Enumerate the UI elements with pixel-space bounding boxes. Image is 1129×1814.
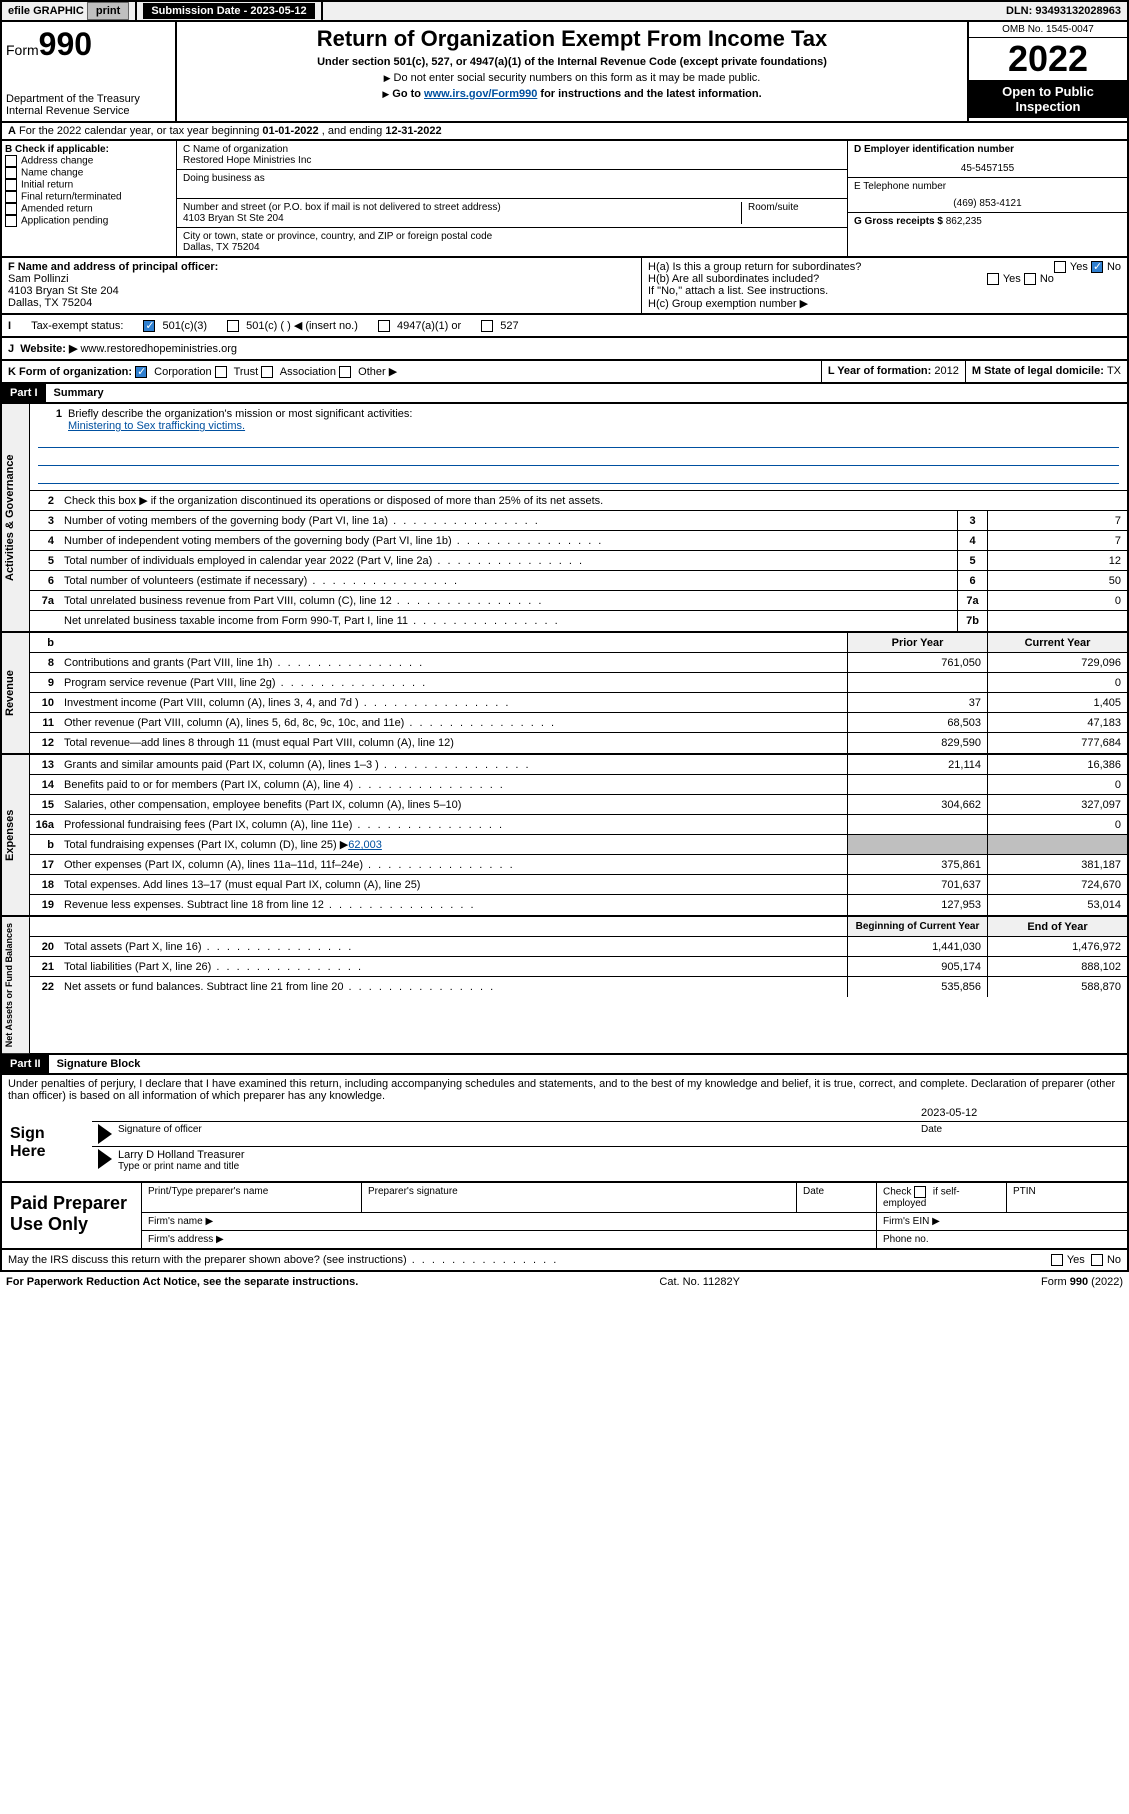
arrow-icon	[98, 1149, 112, 1169]
row-fgh: F Name and address of principal officer:…	[0, 258, 1129, 315]
efile-label: efile GRAPHIC print	[2, 2, 137, 20]
hb-note: If "No," attach a list. See instructions…	[648, 285, 1121, 297]
chk-pending[interactable]	[5, 215, 17, 227]
expenses-section: Expenses 13Grants and similar amounts pa…	[0, 755, 1129, 917]
declaration: Under penalties of perjury, I declare th…	[2, 1075, 1127, 1105]
activities-section: Activities & Governance 1Briefly describ…	[0, 404, 1129, 633]
revenue-section: Revenue bPrior YearCurrent Year 8Contrib…	[0, 633, 1129, 755]
tab-expenses: Expenses	[2, 755, 30, 915]
chk-amended[interactable]	[5, 203, 17, 215]
phone-cell: E Telephone number(469) 853-4121	[848, 178, 1127, 213]
subtitle-1: Under section 501(c), 527, or 4947(a)(1)…	[187, 56, 957, 68]
chk-501c[interactable]	[227, 320, 239, 332]
chk-527[interactable]	[481, 320, 493, 332]
signature-block: Under penalties of perjury, I declare th…	[0, 1075, 1129, 1183]
part2-header: Part IISignature Block	[0, 1055, 1129, 1075]
tab-netassets: Net Assets or Fund Balances	[2, 917, 30, 1053]
subtitle-3: Go to www.irs.gov/Form990 for instructio…	[187, 88, 957, 100]
chk-initial[interactable]	[5, 179, 17, 191]
mission-text: Ministering to Sex trafficking victims.	[68, 420, 1119, 432]
footer: For Paperwork Reduction Act Notice, see …	[0, 1272, 1129, 1292]
sig-name-line: Larry D Holland TreasurerType or print n…	[92, 1147, 1127, 1174]
may-discuss: May the IRS discuss this return with the…	[0, 1250, 1129, 1272]
inspection-badge: Open to Public Inspection	[969, 80, 1127, 118]
chk-trust[interactable]	[215, 366, 227, 378]
row-i: I Tax-exempt status: 501(c)(3) 501(c) ( …	[0, 315, 1129, 338]
tab-revenue: Revenue	[2, 633, 30, 753]
print-button[interactable]: print	[87, 2, 129, 20]
col-b: B Check if applicable: Address change Na…	[2, 141, 177, 256]
city-cell: City or town, state or province, country…	[177, 228, 847, 256]
form-number: Form990	[6, 26, 171, 63]
sig-date-line: 2023-05-12	[92, 1105, 1127, 1122]
section-bcde: B Check if applicable: Address change Na…	[0, 141, 1129, 258]
row-a: A For the 2022 calendar year, or tax yea…	[0, 123, 1129, 141]
hb-row: H(b) Are all subordinates included? Yes …	[648, 273, 1121, 285]
row-klm: K Form of organization: Corporation Trus…	[0, 361, 1129, 384]
hb-yes[interactable]	[987, 273, 999, 285]
sig-officer-line: Signature of officerDate	[92, 1122, 1127, 1147]
hb-no[interactable]	[1024, 273, 1036, 285]
top-bar: efile GRAPHIC print Submission Date - 20…	[0, 0, 1129, 22]
gross-cell: G Gross receipts $ 862,235	[848, 213, 1127, 230]
irs-label: Internal Revenue Service	[6, 105, 171, 117]
paid-preparer: Paid Preparer Use Only Print/Type prepar…	[0, 1183, 1129, 1250]
sign-here-label: Sign Here	[2, 1105, 92, 1181]
omb-number: OMB No. 1545-0047	[969, 22, 1127, 38]
netassets-section: Net Assets or Fund Balances Beginning of…	[0, 917, 1129, 1055]
row-j: J Website: ▶ www.restoredhopeministries.…	[0, 338, 1129, 361]
dln-cell: DLN: 93493132028963	[1000, 2, 1127, 20]
dba-cell: Doing business as	[177, 170, 847, 199]
submission-cell: Submission Date - 2023-05-12	[137, 2, 322, 20]
hc-row: H(c) Group exemption number ▶	[648, 297, 1121, 310]
chk-name[interactable]	[5, 167, 17, 179]
part1-header: Part ISummary	[0, 384, 1129, 404]
irs-link[interactable]: www.irs.gov/Form990	[424, 88, 537, 100]
ha-yes[interactable]	[1054, 261, 1066, 273]
ha-row: H(a) Is this a group return for subordin…	[648, 261, 1121, 273]
address-cell: Number and street (or P.O. box if mail i…	[177, 199, 847, 228]
chk-final[interactable]	[5, 191, 17, 203]
arrow-icon	[98, 1124, 112, 1144]
chk-corp[interactable]	[135, 366, 147, 378]
paid-label: Paid Preparer Use Only	[2, 1183, 142, 1248]
org-name-cell: C Name of organization Restored Hope Min…	[177, 141, 847, 170]
tab-activities: Activities & Governance	[2, 404, 30, 631]
chk-other[interactable]	[339, 366, 351, 378]
form-title: Return of Organization Exempt From Incom…	[187, 26, 957, 52]
dept-label: Department of the Treasury	[6, 93, 171, 105]
ha-no[interactable]	[1091, 261, 1103, 273]
chk-address[interactable]	[5, 155, 17, 167]
chk-assoc[interactable]	[261, 366, 273, 378]
chk-4947[interactable]	[378, 320, 390, 332]
chk-501c3[interactable]	[143, 320, 155, 332]
subtitle-2: Do not enter social security numbers on …	[187, 72, 957, 84]
may-no[interactable]	[1091, 1254, 1103, 1266]
ein-cell: D Employer identification number45-54571…	[848, 141, 1127, 178]
tax-year: 2022	[969, 38, 1127, 80]
may-yes[interactable]	[1051, 1254, 1063, 1266]
chk-selfemp[interactable]	[914, 1186, 926, 1198]
form-header: Form990 Department of the Treasury Inter…	[0, 22, 1129, 123]
